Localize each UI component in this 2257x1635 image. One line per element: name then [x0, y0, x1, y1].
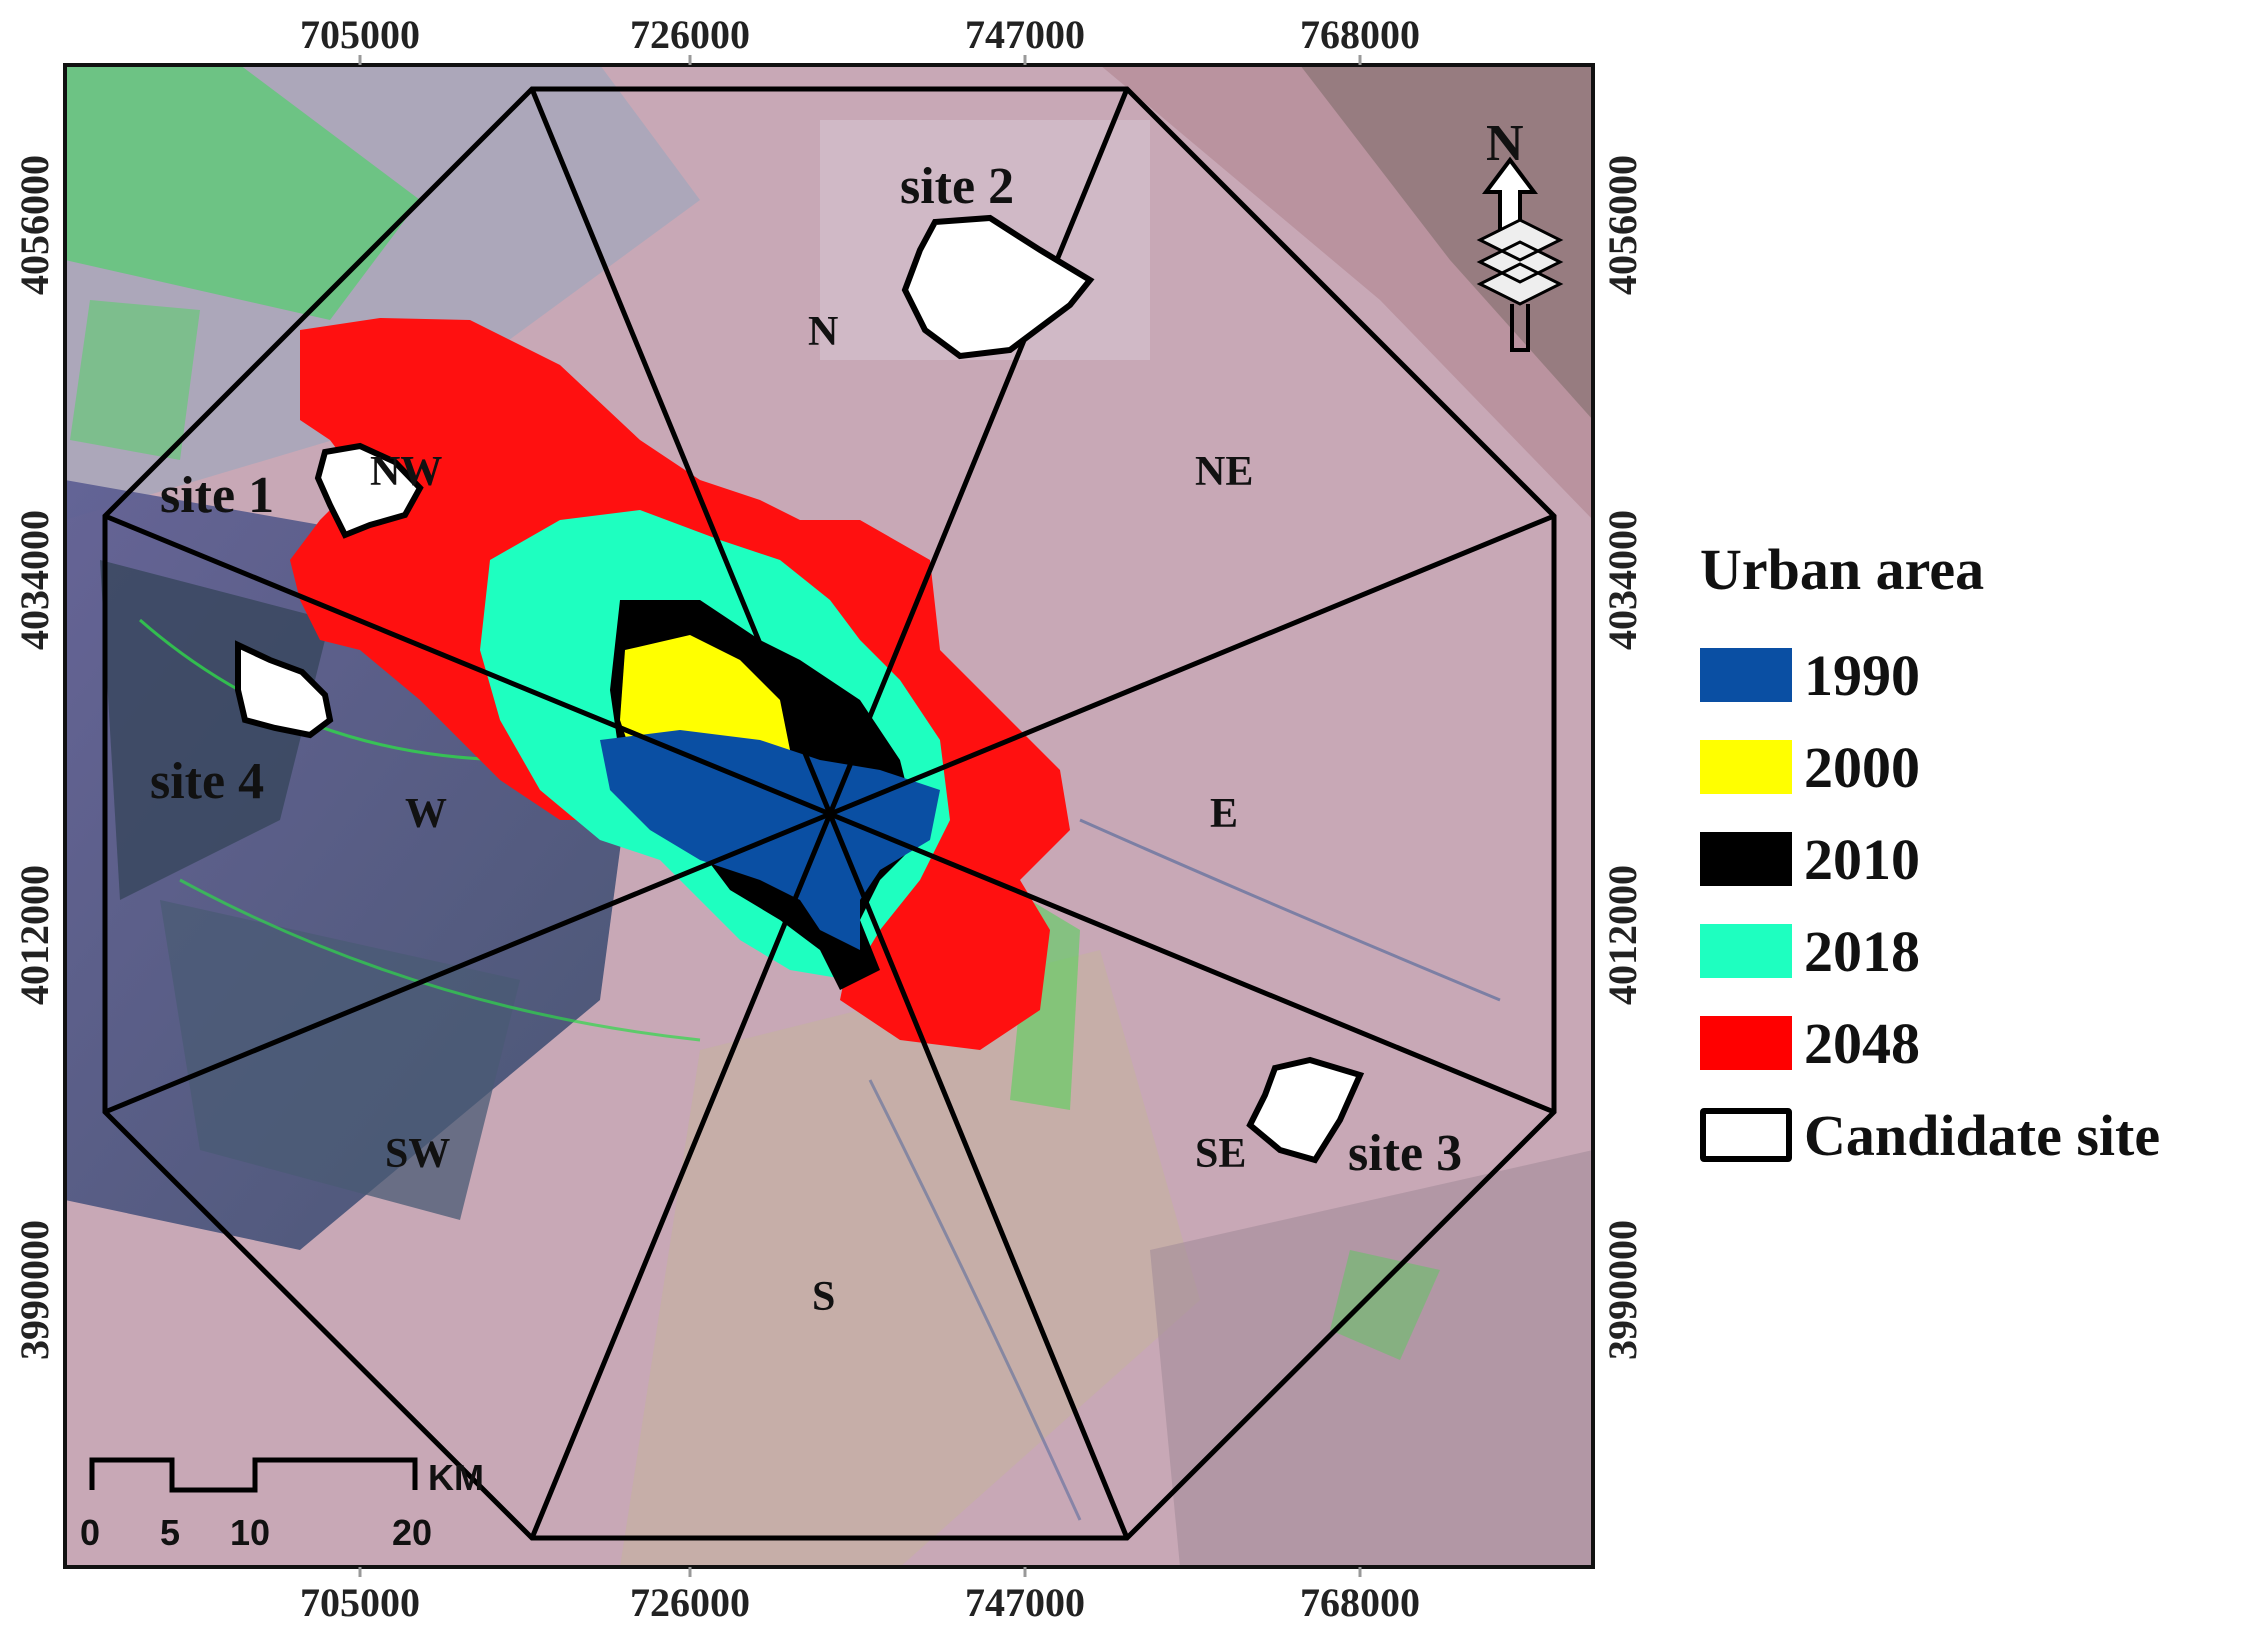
y-axis-left: 4056000 4034000 4012000 3990000 — [12, 155, 57, 1360]
urban-growth-layers — [290, 318, 1070, 1050]
legend: Urban area 1990 2000 2010 2018 2048 Cand… — [1700, 536, 2257, 1181]
legend-item-2000: 2000 — [1700, 721, 2257, 813]
site-labels: site 1 site 2 site 3 site 4 — [150, 158, 1462, 1182]
map-frame — [63, 63, 1595, 1569]
y-tick-left-1: 4056000 — [12, 155, 57, 295]
legend-item-2018: 2018 — [1700, 905, 2257, 997]
sector-label-ne: NE — [1195, 449, 1253, 495]
legend-label-2000: 2000 — [1804, 734, 1920, 800]
x-axis-ticks — [358, 55, 1362, 1577]
candidate-site-3 — [1246, 1056, 1365, 1164]
legend-label-2018: 2018 — [1804, 918, 1920, 984]
x-tick-bottom-3: 747000 — [965, 1580, 1085, 1625]
scale-label-20: 20 — [392, 1512, 432, 1553]
sector-label-w: W — [405, 791, 447, 837]
x-tick-bottom-1: 705000 — [300, 1580, 420, 1625]
legend-item-candidate-site: Candidate site — [1700, 1089, 2257, 1181]
candidate-site-2 — [901, 214, 1095, 360]
legend-label-candidate-site: Candidate site — [1804, 1102, 2161, 1168]
north-arrow: N — [1476, 115, 1564, 352]
candidate-site-1 — [314, 442, 424, 539]
legend-label-2010: 2010 — [1804, 826, 1920, 892]
legend-swatch-2018 — [1700, 924, 1792, 978]
sector-label-s: S — [812, 1274, 835, 1320]
sector-label-e: E — [1210, 791, 1238, 837]
candidate-sites — [235, 214, 1365, 1164]
y-tick-right-2: 4034000 — [1600, 510, 1645, 650]
x-tick-top-3: 747000 — [965, 12, 1085, 57]
y-tick-right-1: 4056000 — [1600, 155, 1645, 295]
legend-swatch-1990 — [1700, 648, 1792, 702]
legend-title: Urban area — [1700, 537, 1985, 602]
legend-swatch-2000 — [1700, 740, 1792, 794]
legend-item-2048: 2048 — [1700, 997, 2257, 1089]
legend-label-2048: 2048 — [1804, 1010, 1920, 1076]
y-tick-left-3: 4012000 — [12, 865, 57, 1005]
y-tick-left-2: 4034000 — [12, 510, 57, 650]
site-label-4: site 4 — [150, 753, 264, 810]
y-tick-right-4: 3990000 — [1600, 1220, 1645, 1360]
site-label-2: site 2 — [900, 158, 1014, 215]
x-tick-bottom-2: 726000 — [630, 1580, 750, 1625]
legend-swatch-candidate-site — [1700, 1108, 1792, 1162]
sector-label-se: SE — [1195, 1131, 1246, 1177]
legend-swatch-2010 — [1700, 832, 1792, 886]
scale-label-5: 5 — [160, 1512, 180, 1553]
site-label-1: site 1 — [160, 467, 274, 524]
x-tick-bottom-4: 768000 — [1300, 1580, 1420, 1625]
legend-item-2010: 2010 — [1700, 813, 2257, 905]
x-tick-top-4: 768000 — [1300, 12, 1420, 57]
x-axis-top: 705000 726000 747000 768000 — [300, 12, 1420, 57]
site-label-3: site 3 — [1348, 1125, 1462, 1182]
y-axis-right: 4056000 4034000 4012000 3990000 — [1600, 155, 1645, 1360]
candidate-site-4 — [235, 640, 334, 739]
legend-label-1990: 1990 — [1804, 642, 1920, 708]
sector-octagon — [102, 86, 1557, 1541]
x-tick-top-1: 705000 — [300, 12, 420, 57]
y-tick-left-4: 3990000 — [12, 1220, 57, 1360]
north-arrow-label: N — [1486, 115, 1524, 172]
sector-label-nw: NW — [370, 449, 442, 495]
sector-label-sw: SW — [385, 1131, 450, 1177]
scale-unit: KM — [428, 1457, 484, 1498]
map-layers-icon — [1476, 218, 1564, 306]
sector-labels: N NE E SE S SW W NW — [370, 309, 1253, 1320]
x-axis-bottom: 705000 726000 747000 768000 — [300, 1580, 1420, 1625]
legend-swatch-2048 — [1700, 1016, 1792, 1070]
y-tick-right-3: 4012000 — [1600, 865, 1645, 1005]
scale-label-10: 10 — [230, 1512, 270, 1553]
legend-item-1990: 1990 — [1700, 629, 2257, 721]
scale-label-0: 0 — [80, 1512, 100, 1553]
sector-label-n: N — [808, 309, 838, 355]
x-tick-top-2: 726000 — [630, 12, 750, 57]
scale-bar — [89, 1457, 418, 1493]
